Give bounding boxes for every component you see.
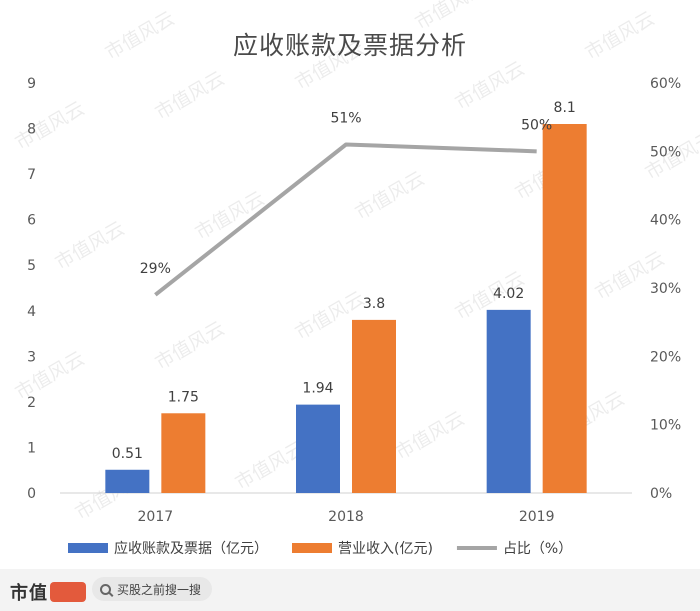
search-icon — [100, 583, 111, 595]
line-data-label: 29% — [140, 261, 171, 277]
watermark-text: 市值风云 — [582, 7, 659, 64]
chart-title: 应收账款及票据分析 — [232, 31, 467, 60]
y-tick-label: 9 — [27, 76, 36, 92]
line-data-label: 51% — [330, 111, 361, 127]
watermark-text: 市值风云 — [452, 57, 529, 114]
watermark-text: 市值风云 — [412, 0, 489, 34]
y2-tick-label: 50% — [650, 144, 681, 160]
legend-label: 占比（%） — [503, 541, 572, 557]
x-tick-label: 2017 — [138, 509, 174, 525]
y-tick-label: 1 — [27, 440, 36, 456]
watermark-text: 市值风云 — [102, 7, 179, 64]
bar — [296, 404, 340, 493]
y-tick-label: 2 — [27, 395, 36, 411]
y2-tick-label: 0% — [650, 486, 672, 502]
watermark-text: 市值风云 — [12, 97, 89, 154]
watermark-text: 市值风云 — [52, 217, 129, 274]
footer-bar: 市值 买股之前搜一搜 — [0, 569, 700, 611]
y2-tick-label: 40% — [650, 213, 681, 229]
y-tick-label: 0 — [27, 486, 36, 502]
bar-data-label: 1.94 — [302, 381, 333, 397]
watermark-text: 市值风云 — [152, 317, 229, 374]
legend-label: 营业收入(亿元) — [338, 541, 433, 557]
y2-tick-label: 20% — [650, 349, 681, 365]
y2-tick-label: 30% — [650, 281, 681, 297]
watermark-text: 市值风云 — [152, 67, 229, 124]
legend-swatch — [292, 543, 332, 553]
bar — [486, 309, 531, 493]
search-box[interactable]: 买股之前搜一搜 — [92, 577, 212, 601]
watermark-text: 市值风云 — [12, 347, 89, 404]
bar-data-label: 8.1 — [554, 100, 576, 116]
bar — [105, 469, 150, 493]
watermark-text: 市值风云 — [392, 407, 469, 464]
brand-stamp-icon — [50, 582, 86, 602]
bar — [542, 124, 587, 493]
bar-data-label: 0.51 — [112, 446, 143, 462]
line-data-label: 50% — [521, 117, 552, 133]
bar-data-label: 4.02 — [493, 286, 524, 302]
y2-tick-label: 60% — [650, 76, 681, 92]
y-tick-label: 7 — [27, 167, 36, 183]
x-tick-label: 2019 — [519, 509, 555, 525]
legend-swatch — [68, 543, 108, 553]
watermark-text: 市值风云 — [352, 167, 429, 224]
y-tick-label: 3 — [27, 349, 36, 365]
search-placeholder: 买股之前搜一搜 — [117, 582, 202, 597]
brand-logo[interactable]: 市值 — [10, 579, 86, 605]
bar-data-label: 1.75 — [168, 389, 199, 405]
y-tick-label: 5 — [27, 258, 36, 274]
y2-tick-label: 10% — [650, 418, 681, 434]
y-tick-label: 6 — [27, 213, 36, 229]
y-tick-label: 4 — [27, 304, 36, 320]
legend-label: 应收账款及票据（亿元） — [114, 540, 268, 557]
watermark-text: 市值风云 — [292, 37, 369, 94]
bar-data-label: 3.8 — [363, 296, 385, 312]
bar — [352, 319, 396, 493]
line-series — [154, 142, 537, 297]
x-tick-label: 2018 — [328, 509, 364, 525]
bar — [161, 413, 206, 493]
brand-text: 市值 — [10, 583, 48, 604]
y-tick-label: 8 — [27, 122, 36, 138]
